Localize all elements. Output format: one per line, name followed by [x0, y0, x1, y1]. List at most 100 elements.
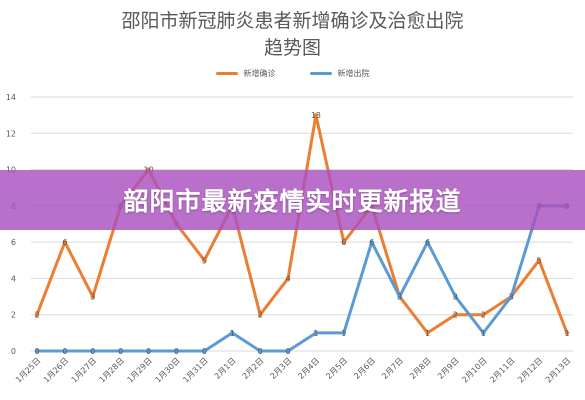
x-tick-label: 2月12日: [516, 356, 544, 384]
data-label: 6: [341, 238, 346, 247]
x-tick-label: 1月26日: [42, 356, 70, 384]
legend-item-confirmed: 新增确诊: [215, 68, 276, 79]
data-label: 1: [481, 329, 486, 338]
data-point: [202, 348, 207, 354]
data-label: 2: [34, 311, 39, 320]
overlay-banner: 韶阳市最新疫情实时更新报道: [0, 170, 585, 230]
data-label: 5: [202, 256, 207, 265]
data-label: 1: [313, 329, 318, 338]
chart-title-line2: 趋势图: [263, 37, 321, 59]
data-label: 6: [369, 238, 374, 247]
data-label: 6: [62, 238, 67, 247]
data-label: 6: [425, 238, 430, 247]
x-tick-label: 2月2日: [241, 356, 266, 381]
x-tick-label: 1月29日: [126, 356, 154, 384]
legend-swatch-confirmed: [215, 72, 238, 75]
x-tick-label: 2月8日: [408, 356, 433, 381]
data-label: 0: [258, 347, 263, 356]
data-point: [481, 312, 486, 317]
y-tick-label: 2: [11, 311, 16, 320]
data-point: [369, 239, 374, 245]
data-point: [453, 294, 458, 299]
data-point: [425, 239, 430, 245]
data-label: 4: [286, 274, 291, 283]
data-label: 1: [341, 329, 346, 338]
chart-title-line1: 邵阳市新冠肺炎患者新增确诊及治愈出院: [121, 10, 464, 32]
data-label: 3: [397, 293, 402, 302]
data-label: 1: [564, 329, 569, 338]
data-label: 3: [509, 293, 514, 302]
data-label: 0: [202, 347, 207, 356]
y-tick-label: 0: [11, 347, 16, 356]
data-point: [536, 258, 542, 263]
data-point: [62, 348, 68, 354]
data-point: [453, 312, 458, 317]
data-point: [90, 294, 95, 299]
data-label: 2: [258, 311, 263, 320]
data-point: [285, 348, 291, 354]
data-label: 0: [174, 347, 179, 356]
data-point: [313, 112, 319, 118]
data-point: [285, 276, 291, 281]
x-tick-label: 2月4日: [296, 356, 321, 381]
x-tick-label: 2月9日: [436, 356, 461, 381]
x-tick-label: 2月7日: [380, 356, 405, 381]
x-tick-label: 1月31日: [181, 356, 209, 384]
data-point: [397, 294, 402, 299]
y-tick-label: 4: [11, 274, 16, 283]
data-point: [118, 348, 123, 354]
chart-legend: 新增确诊 新增出院: [0, 68, 585, 79]
data-point: [34, 312, 40, 317]
data-point: [341, 239, 347, 245]
y-tick-label: 14: [6, 93, 16, 102]
x-tick-label: 1月28日: [98, 356, 126, 384]
data-label: 2: [453, 311, 458, 320]
data-point: [62, 239, 68, 245]
data-point: [313, 330, 319, 336]
x-tick-label: 1月27日: [70, 356, 98, 384]
data-point: [481, 330, 486, 336]
data-label: 5: [537, 256, 542, 265]
data-point: [564, 330, 570, 336]
data-point: [230, 330, 235, 336]
data-point: [257, 312, 263, 317]
x-tick-label: 2月6日: [352, 356, 377, 381]
data-label: 0: [146, 347, 151, 356]
y-tick-label: 6: [11, 238, 16, 247]
banner-text: 韶阳市最新疫情实时更新报道: [123, 187, 462, 216]
data-point: [90, 348, 95, 354]
data-label: 13: [311, 111, 321, 120]
data-label: 0: [62, 347, 67, 356]
data-label: 1: [425, 329, 430, 338]
data-label: 0: [286, 347, 291, 356]
data-label: 0: [34, 347, 39, 356]
data-label: 3: [90, 293, 95, 302]
data-point: [174, 348, 179, 354]
series-line-1: [35, 204, 569, 353]
data-point: [425, 330, 430, 336]
x-tick-label: 2月1日: [213, 356, 238, 381]
x-tick-label: 2月11日: [488, 356, 516, 384]
data-point: [509, 294, 514, 299]
data-point: [257, 348, 263, 354]
x-tick-label: 2月5日: [324, 356, 349, 381]
data-point: [34, 348, 40, 354]
legend-item-discharged: 新增出院: [309, 68, 370, 79]
legend-label-discharged: 新增出院: [337, 69, 370, 78]
x-tick-label: 1月30日: [153, 356, 181, 384]
data-label: 2: [481, 311, 486, 320]
x-tick-label: 2月3日: [269, 356, 294, 381]
data-label: 0: [90, 347, 95, 356]
data-point: [146, 348, 151, 354]
data-label: 1: [230, 329, 235, 338]
legend-label-confirmed: 新增确诊: [243, 69, 276, 78]
x-tick-label: 2月10日: [460, 356, 488, 384]
data-point: [202, 258, 207, 263]
x-tick-label: 2月13日: [544, 356, 572, 384]
data-label: 3: [453, 293, 458, 302]
data-label: 0: [118, 347, 123, 356]
data-point: [341, 330, 347, 336]
x-tick-label: 1月25日: [14, 356, 42, 384]
y-tick-label: 12: [6, 129, 16, 138]
